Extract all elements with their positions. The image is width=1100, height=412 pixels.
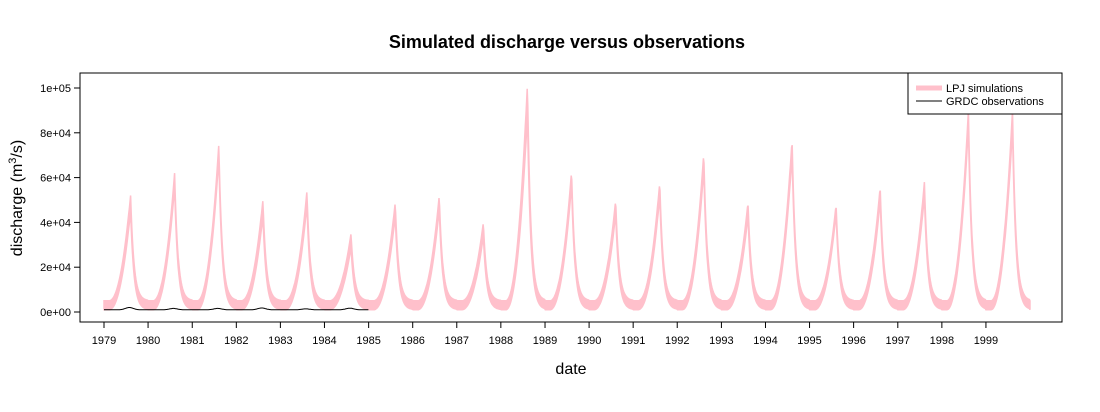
x-axis: 1979 1980 1981 1982 1983 1984 1985 1986 1987 1988… [92, 321, 998, 347]
lpj-simulation-band [103, 88, 1031, 311]
x-tick-label: 1985 [356, 335, 380, 347]
x-tick-label: 1999 [974, 335, 998, 347]
y-tick-label: 2e+04 [40, 262, 71, 274]
x-tick-label: 1997 [886, 335, 910, 347]
x-tick-label: 1990 [577, 335, 601, 347]
legend-box [907, 72, 1063, 115]
x-axis-label: date [555, 361, 586, 378]
x-tick-label: 1995 [797, 335, 821, 347]
y-tick-label: 8e+04 [40, 128, 71, 140]
y-axis: 0e+00 2e+04 4e+04 6e+04 8e+04 1e+05 [40, 83, 81, 319]
x-tick-label: 1979 [92, 335, 116, 347]
x-tick-label: 1996 [841, 335, 865, 347]
legend: LPJ simulations GRDC observations [907, 72, 1063, 115]
x-tick-label: 1980 [136, 335, 160, 347]
x-tick-label: 1981 [180, 335, 204, 347]
y-tick-label: 1e+05 [40, 83, 71, 95]
legend-label-grdc: GRDC observations [946, 96, 1044, 108]
x-tick-label: 1984 [312, 335, 336, 347]
x-tick-label: 1983 [268, 335, 292, 347]
y-axis-label-superscript: 3 [7, 158, 19, 164]
x-tick-label: 1986 [400, 335, 424, 347]
chart-title: Simulated discharge versus observations [389, 32, 745, 52]
x-tick-label: 1998 [930, 335, 954, 347]
x-tick-label: 1993 [709, 335, 733, 347]
x-tick-label: 1991 [621, 335, 645, 347]
x-tick-label: 1994 [753, 335, 777, 347]
y-tick-label: 6e+04 [40, 173, 71, 185]
x-tick-label: 1988 [489, 335, 513, 347]
observation-line-layer [104, 307, 369, 311]
y-tick-label: 4e+04 [40, 217, 71, 229]
x-tick-label: 1982 [224, 335, 248, 347]
x-tick-label: 1992 [665, 335, 689, 347]
legend-label-lpj: LPJ simulations [946, 83, 1024, 95]
y-axis-label: discharge (m3/s) [7, 140, 26, 256]
y-tick-label: 0e+00 [40, 307, 71, 319]
x-tick-label: 1989 [533, 335, 557, 347]
x-tick-label: 1987 [445, 335, 469, 347]
simulation-band-layer [103, 88, 1031, 311]
grdc-observation-line [104, 307, 369, 311]
